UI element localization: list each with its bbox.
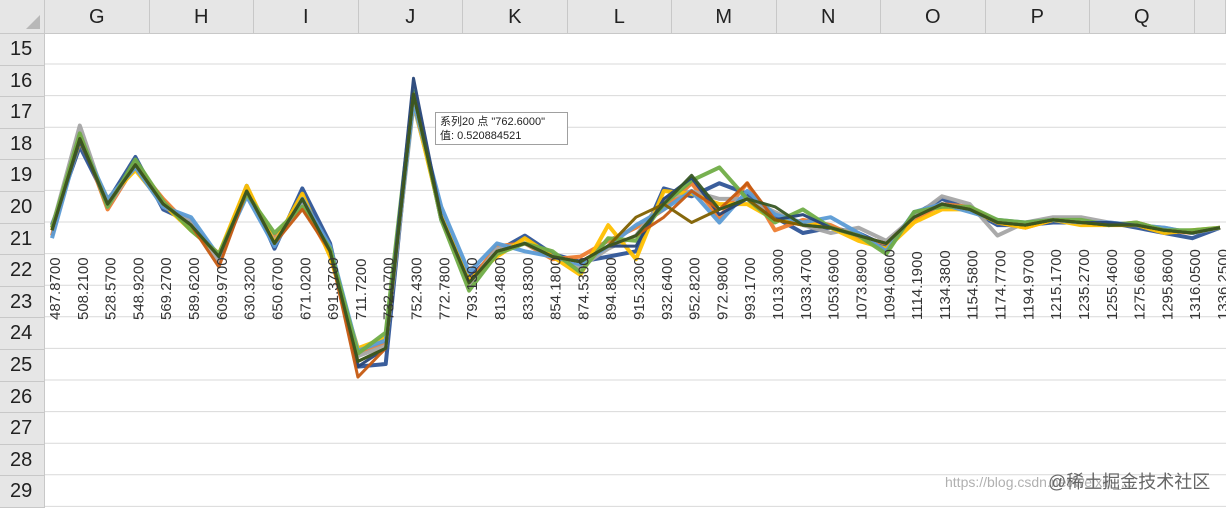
column-header-o[interactable]: O	[881, 0, 986, 34]
row-header-16[interactable]: 16	[0, 65, 45, 98]
x-tick-label: 1114.1900	[909, 251, 926, 320]
x-tick-label: 1275.6600	[1132, 249, 1149, 320]
column-header-q[interactable]: Q	[1090, 0, 1195, 34]
row-header-20[interactable]: 20	[0, 192, 45, 224]
x-tick-label: 732.0700	[381, 257, 398, 320]
series-line-4	[50, 99, 1221, 351]
row-header-15[interactable]: 15	[0, 34, 45, 66]
x-tick-label: 1336.2500	[1215, 249, 1226, 320]
x-tick-label: 1316.0500	[1187, 249, 1204, 320]
x-tick-label: 874.5300	[575, 257, 592, 320]
column-header-h[interactable]: H	[149, 0, 254, 34]
select-all-corner[interactable]	[0, 0, 45, 34]
x-tick-label: 1255.4600	[1104, 249, 1121, 320]
x-tick-label: 752.4300	[409, 257, 426, 320]
x-tick-label: 528.5700	[103, 257, 120, 320]
row-header-19[interactable]: 19	[0, 160, 45, 192]
series-line-10	[50, 92, 1221, 363]
x-tick-label: 932.6400	[659, 257, 676, 320]
x-tick-label: 1094.0600	[881, 249, 898, 320]
column-header-g[interactable]: G	[45, 0, 150, 34]
x-tick-label: 487.8700	[47, 257, 64, 320]
x-tick-label: 854.1800	[548, 257, 565, 320]
x-tick-label: 833.8300	[520, 257, 537, 320]
x-tick-label: 671.0200	[297, 257, 314, 320]
row-header-29[interactable]: 29	[0, 476, 45, 508]
row-header-27[interactable]: 27	[0, 413, 45, 445]
column-header-p[interactable]: P	[985, 0, 1090, 34]
x-tick-label: 772.7800	[436, 257, 453, 320]
column-header-j[interactable]: J	[358, 0, 463, 34]
tooltip-value: 值: 0.520884521	[440, 130, 522, 142]
row-header-23[interactable]: 23	[0, 286, 45, 319]
x-tick-label: 1053.6900	[826, 249, 843, 320]
x-tick-label: 952.8200	[687, 257, 704, 320]
row-header-18[interactable]: 18	[0, 128, 45, 161]
x-tick-label: 589.6200	[186, 257, 203, 320]
x-tick-label: 813.4800	[492, 257, 509, 320]
x-tick-label: 1174.7700	[993, 250, 1010, 320]
row-header-25[interactable]: 25	[0, 350, 45, 382]
tooltip-series-point: 系列20 点 "762.6000"	[440, 116, 546, 128]
x-tick-label: 894.8800	[603, 257, 620, 320]
juejin-logo-text: @稀土掘金技术社区	[1048, 472, 1211, 492]
x-tick-label: 1194.9700	[1020, 250, 1037, 320]
x-tick-label: 1134.3800	[937, 250, 954, 320]
x-tick-label: 1073.8900	[853, 249, 870, 320]
x-tick-label: 915.2300	[631, 257, 648, 320]
row-header-26[interactable]: 26	[0, 381, 45, 414]
x-tick-label: 1235.2700	[1076, 249, 1093, 320]
row-header-22[interactable]: 22	[0, 255, 45, 287]
x-tick-label: 1215.1700	[1048, 249, 1065, 320]
x-tick-label: 1295.8600	[1159, 249, 1176, 320]
column-header-i[interactable]: I	[254, 0, 359, 34]
x-tick-label: 630.3200	[242, 257, 259, 320]
column-header-l[interactable]: L	[567, 0, 672, 34]
blog-watermark: https://blog.csdn.net/weixin_...	[945, 474, 1133, 490]
x-tick-label: 1033.4700	[798, 249, 815, 320]
column-header-n[interactable]: N	[776, 0, 881, 34]
row-header-17[interactable]: 17	[0, 97, 45, 129]
row-header-28[interactable]: 28	[0, 444, 45, 477]
x-tick-label: 548.9200	[130, 257, 147, 320]
column-header-k[interactable]: K	[463, 0, 568, 34]
x-tick-label: 508.2100	[75, 257, 92, 320]
x-tick-label: 691.3700	[325, 257, 342, 320]
x-tick-label: 650.6700	[269, 257, 286, 320]
x-tick-label: 1013.3000	[770, 249, 787, 320]
x-tick-label: 1154.5800	[965, 250, 982, 320]
x-tick-label: 793.1300	[464, 257, 481, 320]
x-tick-label: 972.9800	[714, 257, 731, 320]
x-tick-label: 711.7200	[353, 259, 370, 320]
x-tick-label: 569.2700	[158, 257, 175, 320]
chart-tooltip: 系列20 点 "762.6000" 值: 0.520884521	[435, 112, 568, 145]
x-tick-label: 993.1700	[742, 257, 759, 320]
row-header-24[interactable]: 24	[0, 318, 45, 350]
select-all-triangle-icon	[26, 15, 40, 29]
column-header-m[interactable]: M	[672, 0, 777, 34]
x-tick-label: 609.9700	[214, 257, 231, 320]
row-header-21[interactable]: 21	[0, 223, 45, 256]
